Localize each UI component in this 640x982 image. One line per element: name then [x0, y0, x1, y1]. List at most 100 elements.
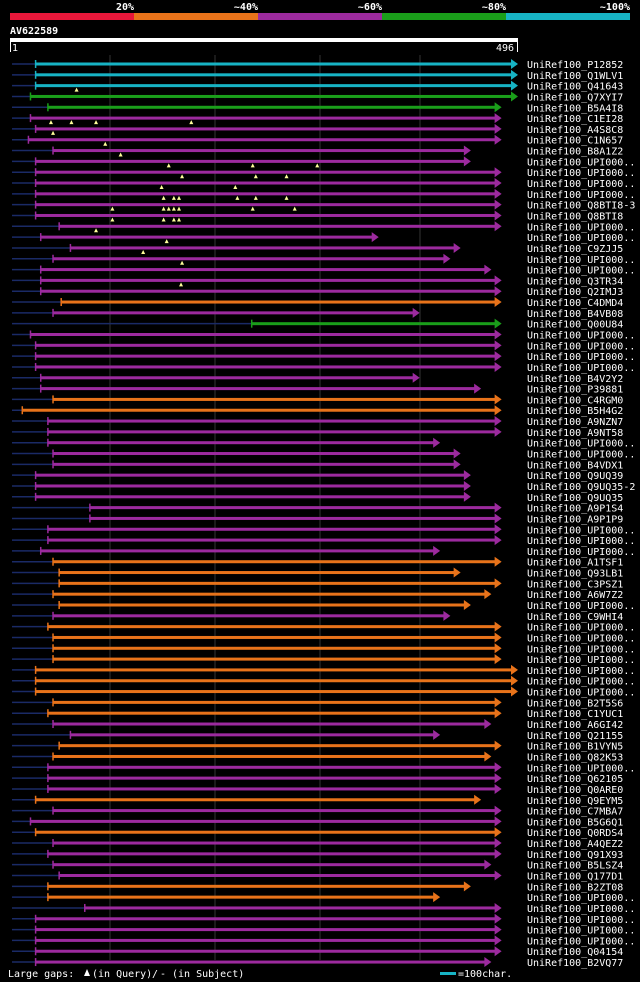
hit-arrow-58 — [511, 686, 518, 697]
hit-bar-64 — [53, 754, 486, 758]
hit-bar-67 — [47, 787, 496, 791]
hit-label-65: UniRef100_UPI000.. — [527, 763, 635, 774]
hit-bar-7 — [28, 138, 496, 142]
footer-gap-query: (in Query) — [92, 969, 152, 980]
hit-label-70: UniRef100_B5G6Q1 — [527, 817, 623, 828]
hit-bar-23 — [53, 311, 414, 315]
hit-bar-8 — [53, 149, 465, 153]
hit-arrow-41 — [494, 502, 502, 513]
hit-label-74: UniRef100_B5LSZ4 — [527, 861, 623, 872]
hit-label-30: UniRef100_P39881 — [527, 385, 623, 396]
hit-label-69: UniRef100_C7MBA7 — [527, 807, 623, 818]
hit-gap-5-0 — [48, 120, 53, 125]
hit-bar-49 — [53, 592, 486, 596]
hit-arrow-15 — [494, 221, 502, 232]
legend-segment-4 — [506, 13, 630, 20]
hit-bar-9 — [35, 159, 465, 163]
hit-label-15: UniRef100_UPI000.. — [527, 222, 635, 233]
hit-bar-78 — [84, 906, 496, 910]
hit-label-7: UniRef100_C1N657 — [527, 136, 623, 147]
hit-bar-61 — [53, 722, 486, 726]
hit-gap-15-0 — [94, 228, 99, 233]
legend-label-1: ~40% — [234, 2, 258, 13]
hit-arrow-53 — [494, 632, 502, 643]
hit-arrow-74 — [484, 859, 492, 870]
hit-gap-5-1 — [69, 120, 74, 125]
hit-bar-66 — [47, 776, 496, 780]
hit-label-21: UniRef100_Q2IMJ3 — [527, 287, 623, 298]
hit-label-8: UniRef100_B8A1Z2 — [527, 147, 623, 158]
hit-bar-3 — [30, 94, 512, 98]
hit-label-71: UniRef100_Q0RDS4 — [527, 828, 623, 839]
hit-label-75: UniRef100_Q177D1 — [527, 872, 623, 883]
footer-scale-label: =100char. — [458, 969, 512, 980]
hit-bar-82 — [35, 949, 496, 953]
hit-bar-29 — [40, 376, 414, 380]
hit-label-57: UniRef100_UPI000.. — [527, 677, 635, 688]
hit-bar-10 — [35, 170, 496, 174]
hit-bar-52 — [47, 625, 496, 629]
hit-arrow-3 — [511, 91, 518, 102]
hit-bar-53 — [53, 635, 496, 639]
legend-segment-1 — [134, 13, 258, 20]
hit-bar-43 — [47, 527, 496, 531]
hit-arrow-6 — [494, 123, 502, 134]
hit-label-20: UniRef100_Q3TR34 — [527, 276, 623, 287]
hit-label-82: UniRef100_Q04154 — [527, 947, 623, 958]
hit-gap-5-3 — [189, 120, 194, 125]
hit-bar-14 — [35, 213, 496, 217]
hit-label-26: UniRef100_UPI000.. — [527, 341, 635, 352]
hit-label-25: UniRef100_UPI000.. — [527, 331, 635, 342]
hit-label-61: UniRef100_A6GI42 — [527, 720, 623, 731]
hit-label-16: UniRef100_UPI000.. — [527, 233, 635, 244]
hit-bar-81 — [35, 938, 496, 942]
hit-bar-83 — [35, 960, 486, 964]
hit-bar-59 — [53, 700, 496, 704]
hit-arrow-37 — [453, 459, 461, 470]
hit-gap-12-2 — [176, 195, 181, 200]
hit-label-47: UniRef100_Q93LB1 — [527, 569, 623, 580]
hit-arrow-47 — [453, 567, 461, 578]
hit-arrow-26 — [494, 340, 502, 351]
hit-label-51: UniRef100_C9WHI4 — [527, 612, 623, 623]
hit-label-63: UniRef100_B1VYN5 — [527, 742, 623, 753]
hit-arrow-21 — [494, 286, 502, 297]
hit-arrow-66 — [494, 773, 502, 784]
legend-label-3: ~80% — [482, 2, 506, 13]
hit-label-39: UniRef100_Q9UQ35-2 — [527, 482, 635, 493]
hit-bar-75 — [59, 874, 496, 877]
hit-bar-73 — [47, 852, 496, 856]
hit-label-43: UniRef100_UPI000.. — [527, 525, 635, 536]
hit-label-34: UniRef100_A9NT58 — [527, 428, 623, 439]
hit-arrow-56 — [511, 664, 518, 675]
query-name: AV622589 — [10, 26, 58, 37]
hit-gap-8-0 — [118, 152, 123, 157]
hit-bar-39 — [35, 484, 465, 488]
hit-bar-63 — [59, 744, 496, 748]
hit-bar-50 — [59, 603, 465, 607]
hit-bar-77 — [47, 895, 435, 899]
hit-label-78: UniRef100_UPI000.. — [527, 904, 635, 915]
hit-arrow-30 — [474, 383, 482, 394]
hit-bar-68 — [35, 798, 476, 802]
hit-label-58: UniRef100_UPI000.. — [527, 688, 635, 699]
hit-bar-55 — [53, 657, 496, 661]
hit-bar-69 — [53, 809, 496, 813]
hit-bar-33 — [47, 419, 496, 423]
hit-gap-10-0 — [180, 174, 185, 179]
hit-arrow-45 — [433, 545, 441, 556]
hit-bar-37 — [53, 462, 455, 466]
hit-label-76: UniRef100_B2ZT08 — [527, 882, 623, 893]
hit-label-79: UniRef100_UPI000.. — [527, 915, 635, 926]
hit-arrow-43 — [494, 524, 502, 535]
hit-bar-24 — [251, 322, 496, 326]
hit-bar-62 — [70, 733, 435, 737]
hit-gap-20-0 — [179, 282, 184, 287]
hit-gap-16-0 — [164, 239, 169, 244]
hit-arrow-17 — [453, 242, 461, 253]
hit-arrow-33 — [494, 416, 502, 427]
hit-label-59: UniRef100_B2T5S6 — [527, 698, 623, 709]
hit-bar-12 — [35, 192, 496, 196]
hit-bar-18 — [53, 257, 445, 261]
